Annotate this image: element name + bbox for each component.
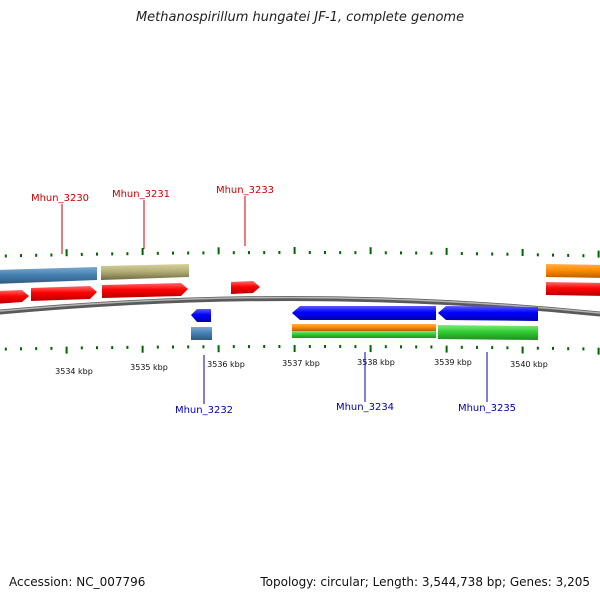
gene-red-3[interactable] [102, 283, 188, 298]
genome-backbone-highlight [0, 296, 600, 314]
gene-mhun-3231[interactable] [101, 264, 189, 280]
gene-orange-1[interactable] [546, 264, 600, 278]
gene-red-1[interactable] [0, 290, 29, 304]
accession-text: Accession: NC_007796 [9, 575, 146, 589]
tick-label-3535: 3535 kbp [130, 363, 168, 372]
gene-blue-3[interactable] [438, 306, 538, 321]
tick-marks-top [4, 247, 600, 258]
gene-mhun-3235[interactable] [438, 325, 538, 340]
gene-label-mhun-3234[interactable]: Mhun_3234 [336, 402, 394, 413]
genome-summary-text: Topology: circular; Length: 3,544,738 bp… [260, 575, 590, 589]
gene-label-mhun-3235[interactable]: Mhun_3235 [458, 403, 516, 414]
tick-label-3539: 3539 kbp [434, 358, 472, 367]
gene-red-5[interactable] [546, 282, 600, 296]
tick-label-3538: 3538 kbp [357, 358, 395, 367]
gene-mhun-3230[interactable] [31, 286, 97, 301]
gene-labels-top: Mhun_3230 Mhun_3231 Mhun_3233 [31, 185, 274, 204]
tick-label-3540: 3540 kbp [510, 360, 548, 369]
tick-marks-bottom [4, 345, 600, 355]
gene-labels-bottom: Mhun_3232 Mhun_3234 Mhun_3235 [175, 402, 516, 416]
gene-label-mhun-3231[interactable]: Mhun_3231 [112, 189, 170, 200]
gene-steelblue-1[interactable] [0, 267, 97, 284]
tick-label-3537: 3537 kbp [282, 359, 320, 368]
gene-label-mhun-3232[interactable]: Mhun_3232 [175, 405, 233, 416]
gene-steelblue-2[interactable] [191, 327, 212, 340]
gene-green-1[interactable] [292, 331, 436, 338]
gene-orange-2[interactable] [292, 324, 436, 331]
reverse-strand-genes [191, 306, 538, 340]
gene-mhun-3234[interactable] [292, 306, 436, 320]
forward-strand-genes [0, 264, 600, 304]
leader-lines-bottom [203, 352, 488, 404]
map-title: Methanospirillum hungatei JF-1, complete… [135, 10, 465, 25]
gene-label-mhun-3230[interactable]: Mhun_3230 [31, 193, 89, 204]
gene-mhun-3232[interactable] [191, 309, 211, 322]
leader-lines-top [61, 196, 246, 254]
tick-label-3534: 3534 kbp [55, 367, 93, 376]
tick-label-3536: 3536 kbp [207, 360, 245, 369]
tick-labels: 3534 kbp 3535 kbp 3536 kbp 3537 kbp 3538… [55, 358, 548, 376]
gene-mhun-3233[interactable] [231, 281, 260, 294]
gene-label-mhun-3233[interactable]: Mhun_3233 [216, 185, 274, 196]
